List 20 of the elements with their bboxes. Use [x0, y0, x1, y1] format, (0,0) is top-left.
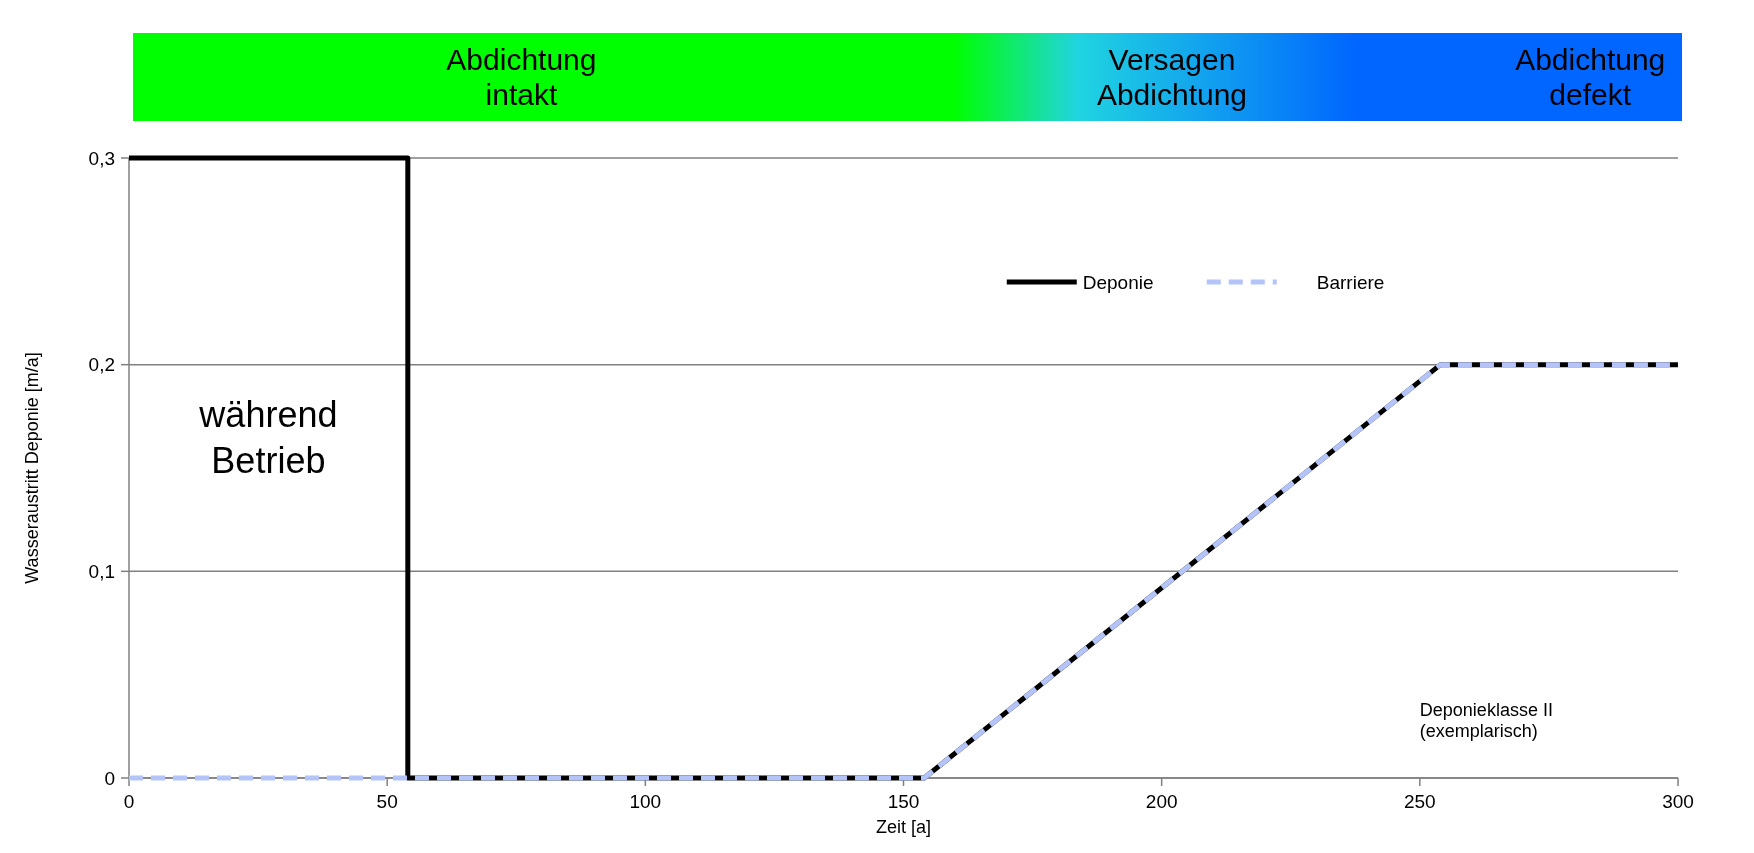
y-tick-label: 0,2: [88, 354, 115, 376]
x-tick-label: 200: [1145, 791, 1178, 812]
y-axis-title: Wasseraustritt Deponie [m/a]: [22, 352, 42, 584]
annotation: Deponieklasse II (exemplarisch): [1419, 700, 1553, 741]
text: Versagen Abdichtung: [1096, 43, 1248, 111]
text: Abdichtung defekt: [1515, 43, 1666, 111]
x-tick-label: 150: [887, 791, 920, 812]
y-tick-label: 0: [104, 767, 115, 789]
x-tick-label: 0: [123, 791, 135, 812]
y-tick-label: 0,3: [88, 147, 115, 169]
legend-label: Barriere: [1316, 271, 1385, 293]
x-tick-label: 50: [376, 791, 398, 812]
legend-label: Deponie: [1082, 271, 1154, 293]
x-tick-label: 300: [1662, 791, 1694, 812]
y-tick-label: 0,1: [88, 560, 115, 582]
x-axis-title: Zeit [a]: [875, 817, 932, 837]
annotation: während Betrieb: [198, 393, 338, 482]
text: Abdichtung intakt: [446, 43, 597, 111]
x-tick-label: 100: [629, 791, 662, 812]
x-tick-label: 250: [1403, 791, 1436, 812]
